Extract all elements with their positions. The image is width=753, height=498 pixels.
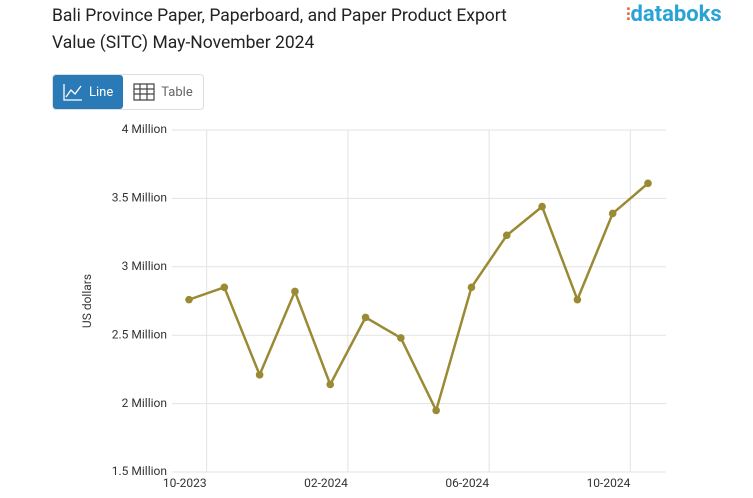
point [361, 313, 370, 322]
line-icon [63, 84, 82, 101]
table-button[interactable]: Table [123, 75, 202, 109]
point [573, 295, 582, 304]
y-tick-label: 1.5 Million [112, 464, 167, 478]
title-line: Bali Province Paper, Paperboard, and Pap… [52, 6, 507, 26]
line [188, 182, 649, 414]
y-tick-label: 4 Million [122, 122, 167, 136]
point [397, 334, 405, 342]
point [467, 283, 476, 292]
view-toggle: Line Table [52, 74, 204, 110]
y-axis-label: US dollars [80, 274, 94, 328]
button-label: Line [89, 84, 114, 100]
point [326, 380, 335, 389]
title-line: Value (SITC) May-November 2024 [52, 33, 315, 53]
point [255, 371, 264, 379]
point [538, 202, 546, 211]
y-tick-label: 2 Million [122, 396, 167, 410]
point [185, 295, 193, 304]
point [291, 287, 299, 296]
x-tick-label: 10-2024 [587, 476, 631, 490]
point [644, 179, 652, 188]
point [608, 209, 617, 218]
line-button[interactable]: Line [53, 75, 124, 109]
logo-icon: ⫶ [626, 5, 631, 26]
x-tick-label: 10-2023 [163, 476, 207, 490]
y-tick-label: 3 Million [122, 259, 167, 273]
title: Bali Province Paper, Paperboard, and Pap… [52, 3, 507, 57]
logo-text: databoks [630, 2, 722, 27]
x-tick-label: 02-2024 [304, 476, 348, 490]
table-icon [133, 83, 155, 101]
x-tick-label: 06-2024 [445, 476, 489, 490]
button-label: Table [161, 84, 193, 100]
y-tick-label: 2.5 Million [112, 327, 167, 341]
logo: ⫶databoks [626, 2, 722, 27]
point [220, 283, 229, 292]
y-tick-label: 3.5 Million [112, 191, 167, 205]
point [502, 231, 511, 240]
point [432, 406, 440, 415]
